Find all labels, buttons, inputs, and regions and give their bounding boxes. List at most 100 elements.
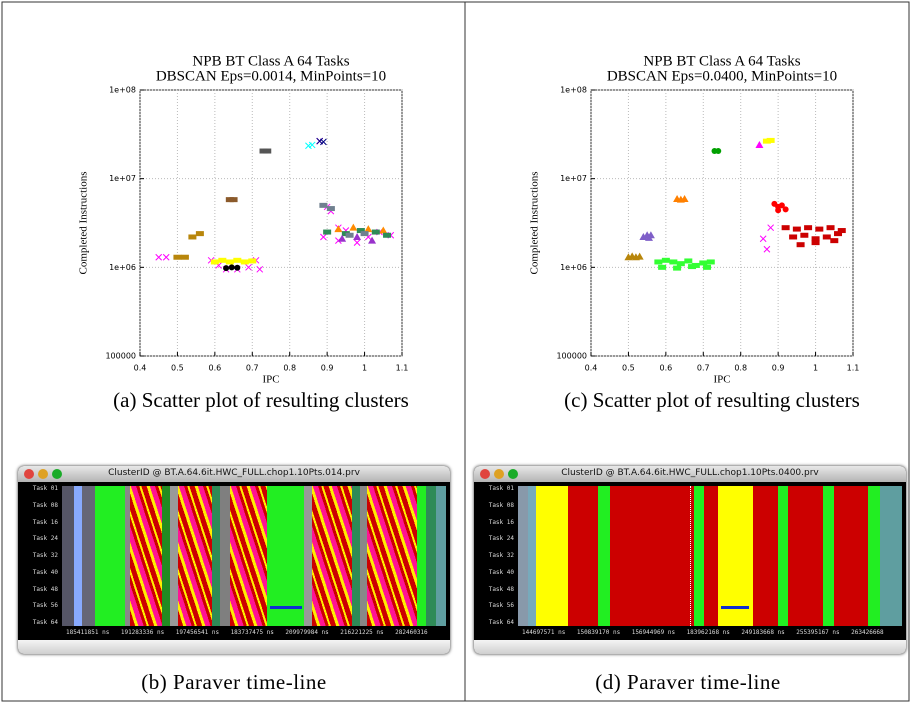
point [364,225,372,232]
time-label: 249183668 ns [741,629,784,636]
point [196,231,204,236]
caption: (a) Scatter plot of resulting clusters [113,388,409,412]
scrollbar[interactable] [474,640,906,654]
window-title: ClusterID @ BT.A.64.6it.HWC_FULL.chop1.1… [18,468,450,478]
task-label: Task 40 [489,569,514,576]
point [699,260,707,265]
x-tick-label: 0.7 [697,364,710,373]
point [226,259,234,264]
marker-line [690,486,691,626]
point [319,203,327,208]
time-labels: 144697571 ns150839170 ns156944969 ns1839… [518,628,902,638]
point [309,142,315,148]
time-label: 255395167 ns [796,629,839,636]
point [349,224,357,231]
y-tick-label: 1e+07 [109,174,136,183]
paraver-window: ClusterID @ BT.A.64.6it.HWC_FULL.chop1.1… [474,466,906,654]
point [346,233,354,238]
x-tick-label: 0.9 [772,364,785,373]
cluster-band [130,486,162,626]
cluster-band [230,486,267,626]
x-tick-label: 0.4 [585,364,598,373]
caption: (d) Paraver time-line [460,670,912,695]
point [812,240,820,245]
point [248,258,256,263]
title-bar: ClusterID @ BT.A.64.6it.HWC_FULL.chop1.1… [18,466,450,482]
point [372,230,380,235]
point [783,206,789,212]
point [804,225,812,230]
task-label: Task 64 [33,619,58,626]
time-label: 263426668 [851,629,884,636]
time-label: 150839170 ns [577,629,620,636]
y-axis-label: Completed Instructions [78,172,90,275]
x-tick-label: 1.1 [847,364,860,373]
task-label: Task 32 [33,552,58,559]
task-label: Task 24 [33,535,58,542]
point [800,233,808,238]
point [229,264,235,270]
x-tick-label: 0.5 [622,364,635,373]
point [173,255,181,260]
time-label: 209979984 ns [285,629,328,636]
point [834,231,842,236]
task-label: Task 01 [489,485,514,492]
point [230,197,238,202]
point [211,259,219,264]
point [163,254,169,260]
paraver-window: ClusterID @ BT.A.64.6it.HWC_FULL.chop1.1… [18,466,450,654]
point [379,227,387,234]
y-tick-label: 1e+07 [560,174,587,183]
chart-subtitle: DBSCAN Eps=0.0014, MinPoints=10 [156,68,386,84]
y-tick-label: 1e+06 [109,263,136,272]
cluster-band [178,486,212,626]
cluster-band [367,486,417,626]
task-label: Task 08 [33,502,58,509]
time-label: 144697571 ns [522,629,565,636]
point [827,225,835,230]
point [234,265,240,271]
y-tick-label: 1e+06 [560,263,587,272]
point [354,240,360,246]
time-label: 183737475 ns [231,629,274,636]
point [334,225,342,232]
point [768,225,774,231]
point [715,148,721,154]
point [797,242,805,247]
y-tick-label: 100000 [105,352,136,361]
task-label: Task 48 [33,586,58,593]
point [320,139,326,145]
point [361,231,369,236]
point [823,234,831,239]
time-label: 282460316 [395,629,428,636]
plot-frame [591,90,853,356]
point [782,225,790,230]
point [181,255,189,260]
time-label: 183962168 ns [687,629,730,636]
point [241,259,249,264]
point [673,266,681,271]
time-labels: 185411851 ns191283336 ns197456541 ns1837… [62,628,446,638]
point [246,264,252,270]
point [263,149,271,154]
point [223,265,229,271]
timeline-area [518,486,902,626]
point [188,234,196,239]
x-axis-label: IPC [262,374,279,386]
point [677,261,685,266]
window-title: ClusterID @ BT.A.64.6it.HWC_FULL.chop1.1… [474,468,906,478]
point [658,265,666,270]
x-tick-label: 0.6 [208,364,221,373]
figure: NPB BT Class A 64 TasksDBSCAN Eps=0.0014… [0,0,912,704]
point [257,266,263,272]
point [764,246,770,252]
scrollbar[interactable] [18,640,450,654]
task-label: Task 16 [489,519,514,526]
point [688,264,696,269]
point [218,258,226,263]
y-axis-label: Completed Instructions [529,172,541,275]
point [703,265,711,270]
point [767,138,775,143]
caption: (b) Paraver time-line [6,670,462,695]
